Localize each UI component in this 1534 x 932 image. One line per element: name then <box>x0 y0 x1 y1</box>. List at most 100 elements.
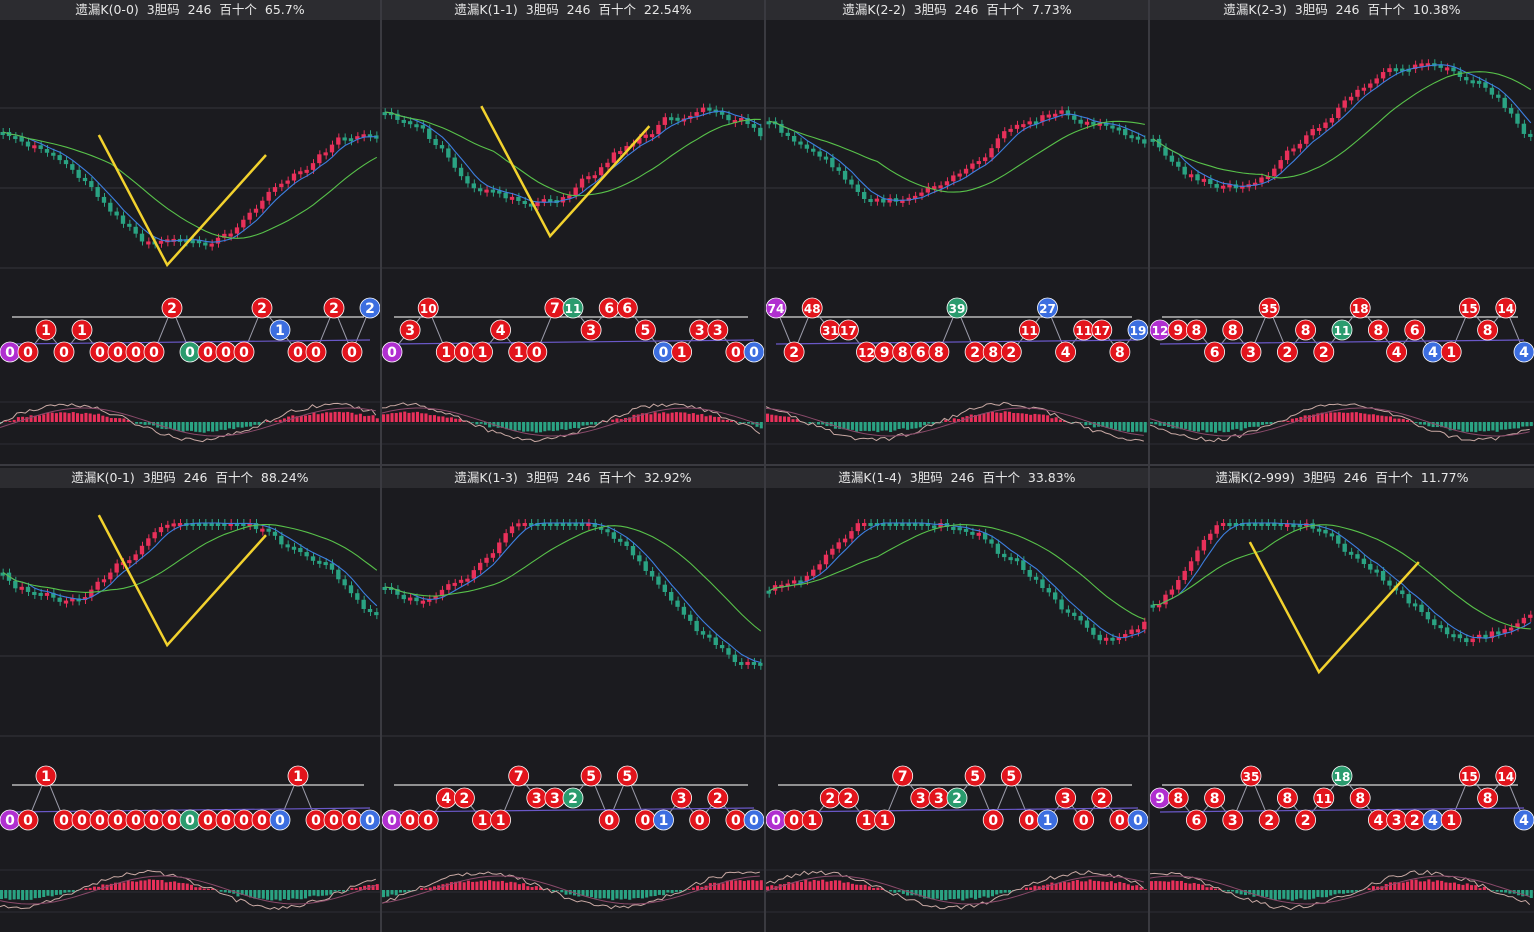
chart-panel[interactable]: 遗漏K(0-1) 3胆码 246 百十个 88.24% 0 0 1 0 0 0 0 0 0 0 0 0 0… <box>0 468 380 932</box>
omission-ball[interactable]: 12 <box>856 341 877 363</box>
omission-ball[interactable]: 0 <box>382 809 403 831</box>
omission-ball[interactable]: 0 <box>725 809 747 831</box>
chart-panel[interactable]: 遗漏K(0-0) 3胆码 246 百十个 65.7% 0 0 1 0 1 0 0 0 0 2 0 0 0 0… <box>0 0 380 464</box>
omission-ball[interactable]: 9 <box>1167 319 1189 341</box>
omission-ball[interactable]: 0 <box>1018 809 1040 831</box>
omission-ball[interactable]: 0 <box>143 341 165 363</box>
omission-ball[interactable]: 5 <box>634 319 656 341</box>
omission-ball[interactable]: 0 <box>0 341 21 363</box>
omission-ball[interactable]: 2 <box>819 787 841 809</box>
omission-ball[interactable]: 6 <box>616 297 638 319</box>
omission-ball[interactable]: 1 <box>856 809 877 831</box>
omission-ball[interactable]: 0 <box>53 809 75 831</box>
omission-ball[interactable]: 11 <box>1331 319 1353 341</box>
omission-ball[interactable]: 0 <box>53 341 75 363</box>
omission-ball[interactable]: 0 <box>1073 809 1095 831</box>
omission-ball[interactable]: 5 <box>616 765 638 787</box>
omission-ball[interactable]: 3 <box>689 319 711 341</box>
omission-ball[interactable]: 4 <box>1367 809 1389 831</box>
omission-ball[interactable]: 0 <box>982 809 1004 831</box>
omission-ball[interactable]: 8 <box>928 341 950 363</box>
omission-ball[interactable]: 2 <box>1295 809 1317 831</box>
omission-ball[interactable]: 8 <box>1276 787 1298 809</box>
omission-ball[interactable]: 17 <box>1091 319 1113 341</box>
omission-ball[interactable]: 12 <box>1150 319 1171 341</box>
omission-ball[interactable]: 5 <box>580 765 602 787</box>
omission-ball[interactable]: 0 <box>783 809 805 831</box>
omission-ball[interactable]: 6 <box>1204 341 1225 363</box>
omission-ball[interactable]: 0 <box>233 809 255 831</box>
omission-ball[interactable]: 0 <box>1109 809 1131 831</box>
omission-ball[interactable]: 1 <box>1037 809 1058 831</box>
omission-ball[interactable]: 0 <box>359 809 380 831</box>
omission-ball[interactable]: 0 <box>1127 809 1148 831</box>
omission-ball[interactable]: 3 <box>928 787 950 809</box>
chart-panel[interactable]: 遗漏K(1-4) 3胆码 246 百十个 33.83% 0 0 1 2 2 1 1 7 3 3 2 5 0… <box>766 468 1148 932</box>
omission-ball[interactable]: 3 <box>544 787 566 809</box>
omission-ball[interactable]: 7 <box>544 297 566 319</box>
omission-ball[interactable]: 31 <box>819 319 841 341</box>
omission-ball[interactable]: 1 <box>1440 341 1462 363</box>
omission-ball[interactable]: 0 <box>17 809 39 831</box>
omission-ball[interactable]: 0 <box>725 341 747 363</box>
omission-ball[interactable]: 0 <box>454 341 475 363</box>
omission-ball[interactable]: 2 <box>161 297 183 319</box>
omission-ball[interactable]: 5 <box>964 765 986 787</box>
omission-ball[interactable]: 35 <box>1240 765 1262 787</box>
omission-ball[interactable]: 18 <box>1331 765 1353 787</box>
omission-ball[interactable]: 0 <box>0 809 21 831</box>
omission-ball[interactable]: 0 <box>399 809 421 831</box>
omission-ball[interactable]: 0 <box>125 809 147 831</box>
omission-ball[interactable]: 1 <box>801 809 823 831</box>
omission-ball[interactable]: 17 <box>838 319 859 341</box>
omission-ball[interactable]: 0 <box>197 809 219 831</box>
omission-ball[interactable]: 4 <box>1513 809 1534 831</box>
chart-panel[interactable]: 遗漏K(2-2) 3胆码 246 百十个 7.73% 74 2 48 31 17 12 9 8 6… <box>766 0 1148 464</box>
omission-ball[interactable]: 2 <box>1000 341 1022 363</box>
omission-ball[interactable]: 2 <box>359 297 380 319</box>
omission-ball[interactable]: 2 <box>946 787 968 809</box>
omission-ball[interactable]: 8 <box>1367 319 1389 341</box>
omission-ball[interactable]: 1 <box>1440 809 1462 831</box>
omission-ball[interactable]: 0 <box>305 809 327 831</box>
omission-ball[interactable]: 0 <box>382 341 403 363</box>
omission-ball[interactable]: 74 <box>766 297 787 319</box>
omission-ball[interactable]: 35 <box>1258 297 1280 319</box>
omission-ball[interactable]: 0 <box>341 341 363 363</box>
omission-ball[interactable]: 18 <box>1349 297 1371 319</box>
omission-ball[interactable]: 4 <box>1386 341 1408 363</box>
omission-ball[interactable]: 11 <box>1018 319 1040 341</box>
omission-ball[interactable]: 8 <box>1349 787 1371 809</box>
omission-ball[interactable]: 2 <box>562 787 584 809</box>
omission-ball[interactable]: 2 <box>1313 341 1335 363</box>
omission-ball[interactable]: 1 <box>287 765 309 787</box>
omission-ball[interactable]: 4 <box>1055 341 1077 363</box>
omission-ball[interactable]: 1 <box>35 765 57 787</box>
omission-ball[interactable]: 3 <box>526 787 548 809</box>
omission-ball[interactable]: 39 <box>946 297 968 319</box>
omission-ball[interactable]: 8 <box>892 341 914 363</box>
omission-ball[interactable]: 10 <box>417 297 439 319</box>
omission-ball[interactable]: 0 <box>179 809 201 831</box>
omission-ball[interactable]: 0 <box>634 809 656 831</box>
omission-ball[interactable]: 1 <box>653 809 674 831</box>
omission-ball[interactable]: 0 <box>526 341 548 363</box>
omission-ball[interactable]: 0 <box>251 809 273 831</box>
omission-ball[interactable]: 1 <box>35 319 57 341</box>
omission-ball[interactable]: 1 <box>71 319 93 341</box>
omission-ball[interactable]: 1 <box>435 341 457 363</box>
omission-ball[interactable]: 3 <box>1240 341 1262 363</box>
omission-ball[interactable]: 0 <box>125 341 147 363</box>
omission-ball[interactable]: 3 <box>671 787 693 809</box>
omission-ball[interactable]: 0 <box>215 809 237 831</box>
omission-ball[interactable]: 6 <box>1186 809 1207 831</box>
omission-ball[interactable]: 0 <box>107 809 129 831</box>
omission-ball[interactable]: 0 <box>89 341 111 363</box>
omission-ball[interactable]: 19 <box>1127 319 1148 341</box>
omission-ball[interactable]: 14 <box>1495 297 1517 319</box>
omission-ball[interactable]: 3 <box>1055 787 1077 809</box>
omission-ball[interactable]: 0 <box>766 809 787 831</box>
omission-ball[interactable]: 9 <box>1150 787 1171 809</box>
chart-panel[interactable]: 遗漏K(1-3) 3胆码 246 百十个 32.92% 0 0 0 4 2 1 1 7 3 3 2 5 0… <box>382 468 764 932</box>
omission-ball[interactable]: 8 <box>1222 319 1244 341</box>
